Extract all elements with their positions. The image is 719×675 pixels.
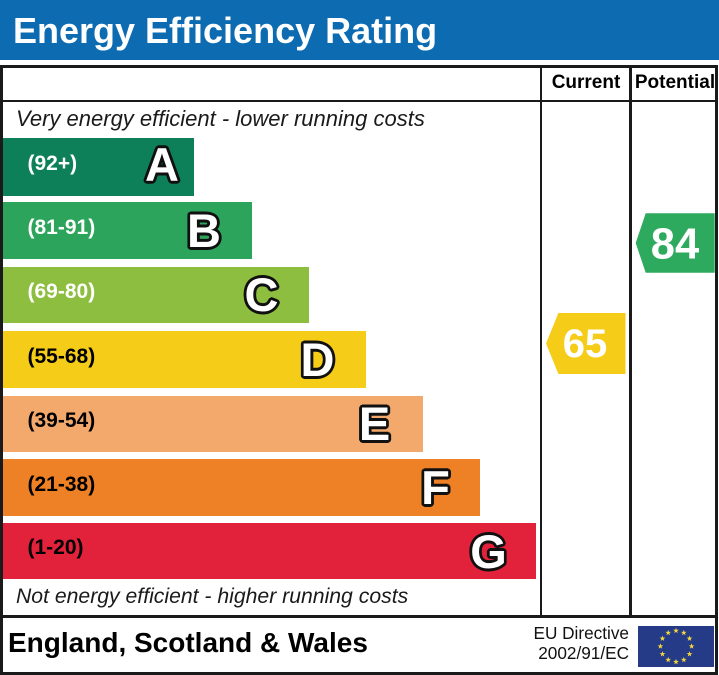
svg-text:65: 65 <box>563 322 608 366</box>
svg-text:84: 84 <box>651 221 699 269</box>
